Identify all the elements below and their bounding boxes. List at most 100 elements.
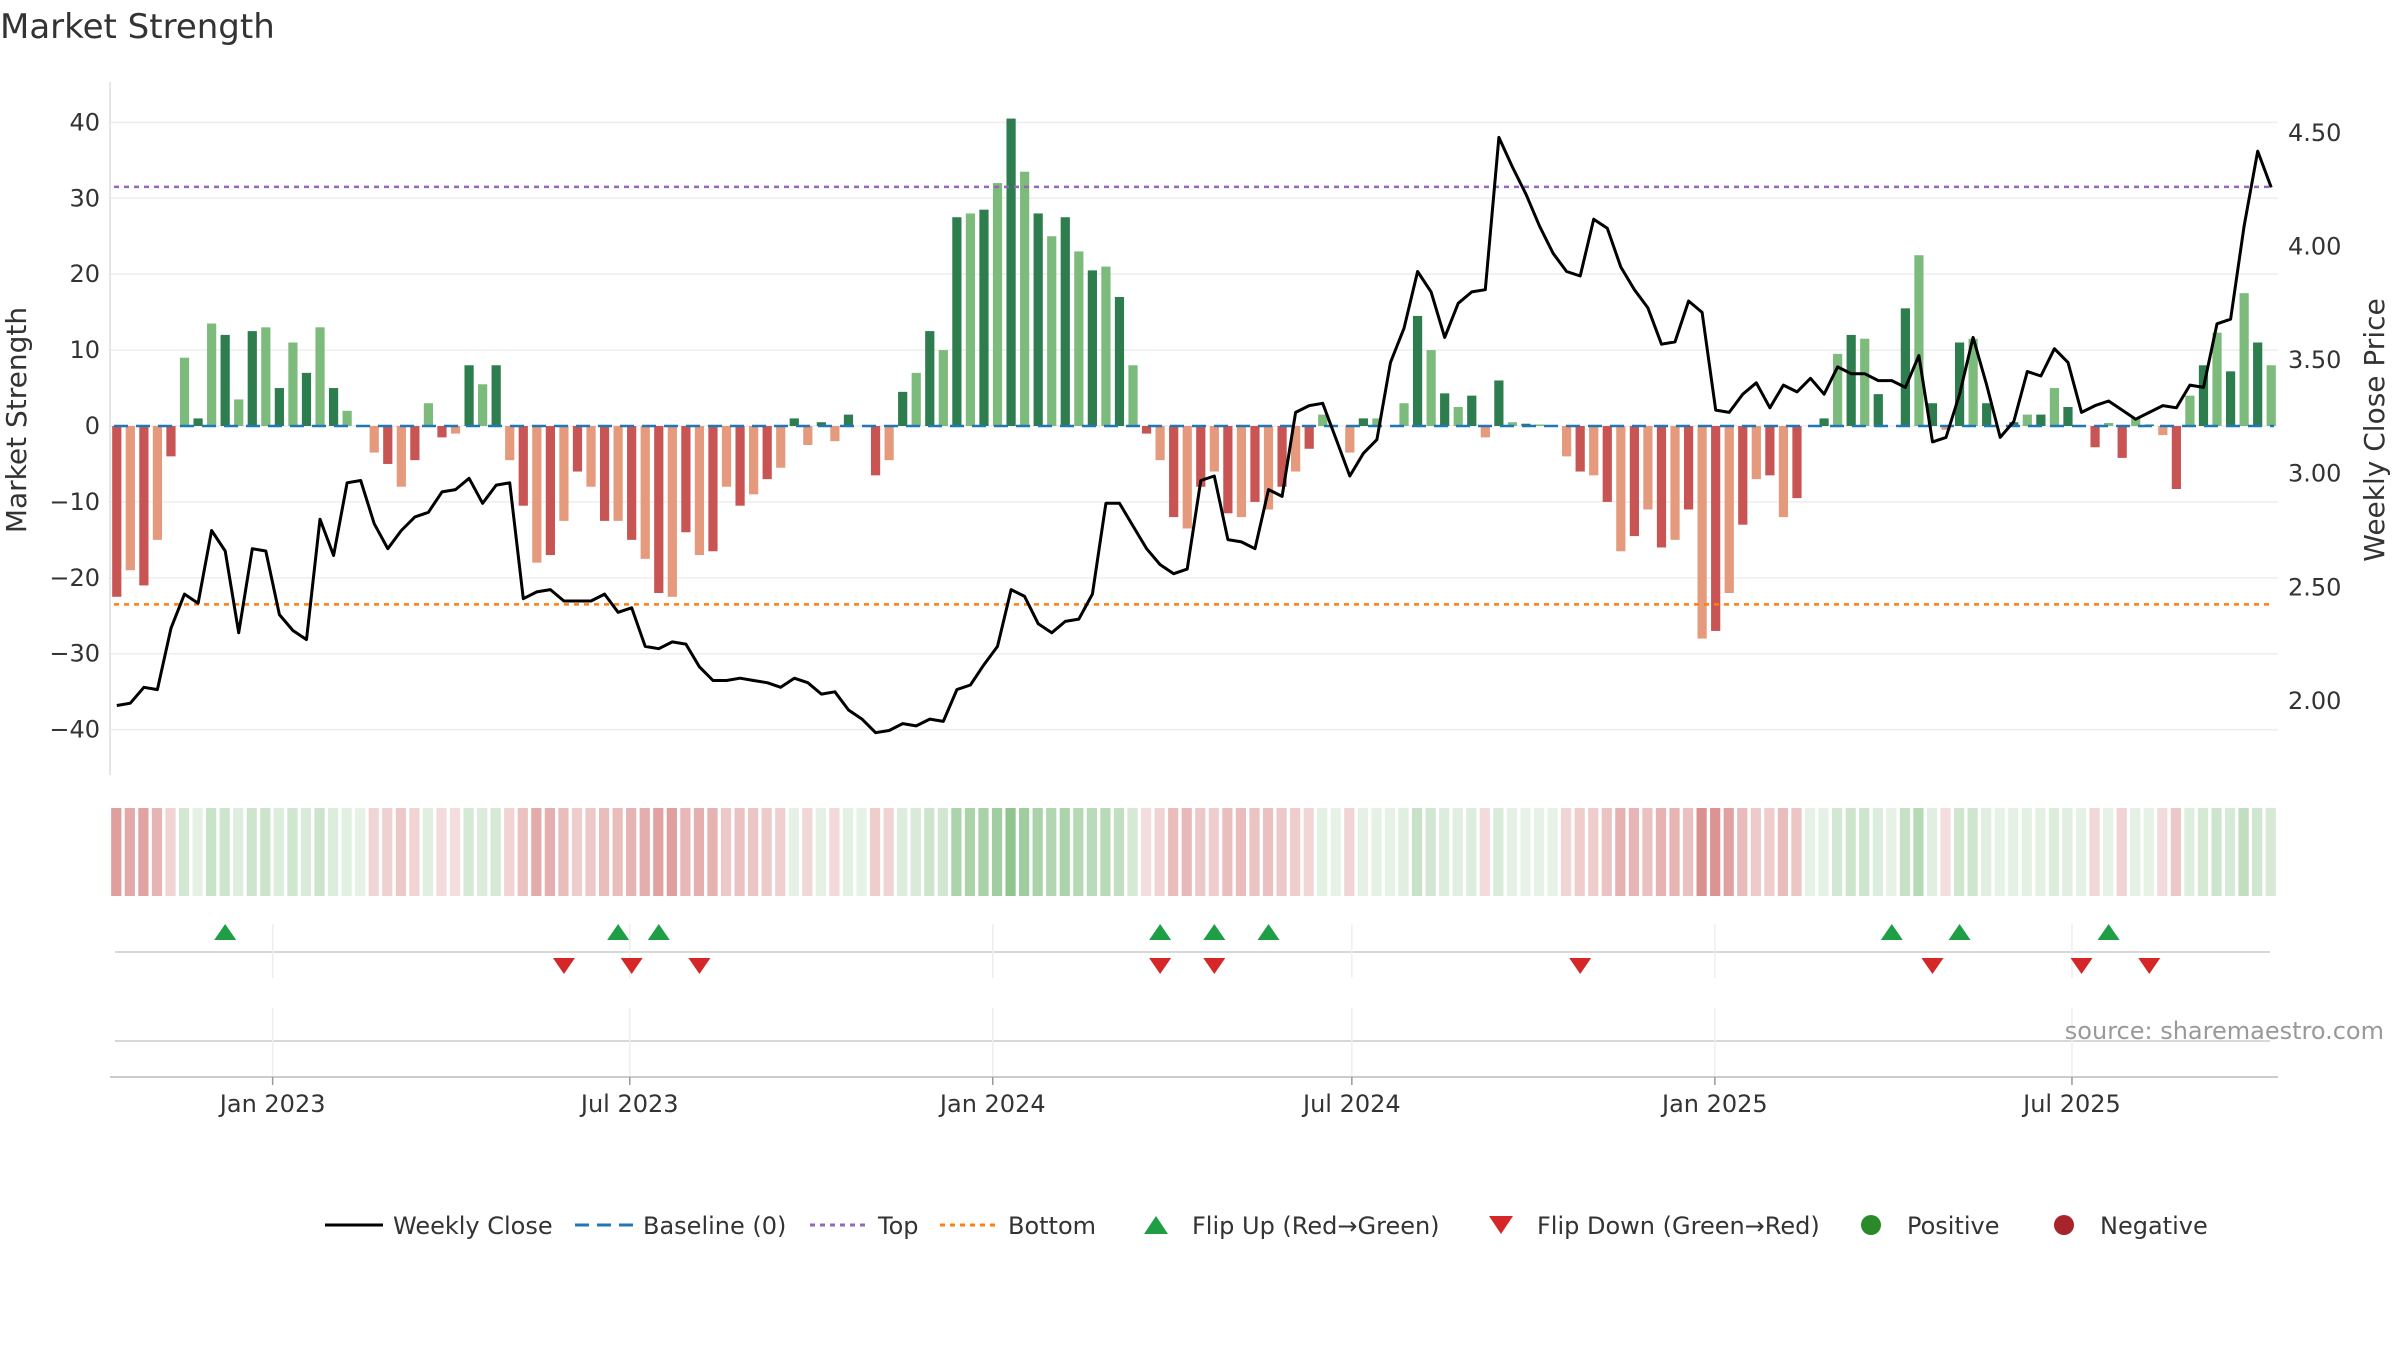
strength-bar <box>112 426 122 597</box>
strength-bar <box>694 426 705 556</box>
strength-bar <box>2185 395 2195 426</box>
heat-cell <box>124 808 135 896</box>
strength-bar <box>1629 426 1639 537</box>
strength-bar <box>1846 334 1856 426</box>
heat-cell <box>1913 808 1924 896</box>
heat-cell <box>666 808 677 896</box>
strength-bar <box>1169 426 1179 518</box>
strength-bar <box>1643 426 1653 510</box>
strength-bar <box>1263 426 1274 510</box>
strength-bar <box>545 426 555 556</box>
heat-cell <box>1222 808 1233 896</box>
flip-up-marker <box>607 924 630 940</box>
left-y-axis: −40 −30 −20 −10 0 10 20 30 40 <box>49 82 111 775</box>
chart-title: Market Strength <box>0 7 275 47</box>
legend-label: Top <box>877 1212 919 1240</box>
heat-cell <box>598 808 610 896</box>
strength-bar <box>1833 353 1843 426</box>
heat-cell <box>409 808 420 896</box>
heat-cell <box>1804 808 1816 896</box>
heat-cell <box>1073 808 1084 896</box>
strength-bar <box>1724 426 1734 593</box>
heat-cell <box>937 808 948 896</box>
heat-cell <box>2048 808 2060 896</box>
heat-cell <box>1764 808 1775 896</box>
heat-cell <box>829 808 840 896</box>
heat-cell <box>1940 808 1951 896</box>
strength-bar <box>816 422 826 426</box>
strength-bar <box>328 388 339 426</box>
heat-cell <box>1195 808 1206 896</box>
strength-bar <box>505 426 515 461</box>
heat-cell <box>1113 808 1125 896</box>
strength-bar <box>911 372 921 426</box>
strength-bar <box>152 426 163 540</box>
strength-bar <box>1589 426 1599 476</box>
strength-bar <box>1507 422 1518 426</box>
legend-swatch <box>1489 1216 1513 1234</box>
strength-bar <box>2090 426 2100 448</box>
heat-cell <box>1059 808 1070 896</box>
strength-bar <box>301 372 312 426</box>
heat-cell <box>287 808 298 896</box>
heat-cell <box>693 808 705 896</box>
heat-cell <box>626 808 637 896</box>
legend-label: Baseline (0) <box>643 1212 786 1240</box>
flip-up-marker <box>1203 924 1226 940</box>
heat-cell <box>2197 808 2209 896</box>
heat-cell <box>1696 808 1707 896</box>
left-tick-label: 30 <box>69 184 100 212</box>
weekly-close-path <box>116 135 2273 735</box>
heat-cell <box>1655 808 1667 896</box>
strength-bar <box>491 365 501 426</box>
strength-bar <box>681 426 691 533</box>
flip-down-marker <box>2070 958 2093 974</box>
heat-cell <box>1547 808 1558 896</box>
strength-bar <box>2239 293 2249 426</box>
strength-bar <box>1860 338 1870 426</box>
left-tick-label: −20 <box>49 564 100 592</box>
strength-bar <box>1670 426 1680 540</box>
strength-bar <box>1914 255 1924 426</box>
strength-bar <box>979 209 989 426</box>
heat-cell <box>233 808 244 896</box>
flip-up-marker <box>1948 924 1971 940</box>
strength-bar <box>1182 426 1192 529</box>
strength-bar <box>518 426 528 506</box>
heat-cell <box>1235 808 1247 896</box>
strength-bar <box>450 426 461 434</box>
heat-cell <box>1140 808 1152 896</box>
legend-label: Positive <box>1907 1212 2000 1240</box>
heat-cell <box>924 808 935 896</box>
heat-cell <box>1967 808 1978 896</box>
legend-label: Flip Down (Green→Red) <box>1537 1212 1820 1240</box>
strength-bar <box>179 357 190 426</box>
heat-cell <box>300 808 312 896</box>
heat-cell <box>1520 808 1531 896</box>
heat-cell <box>1032 808 1043 896</box>
strength-bar <box>559 426 569 521</box>
strength-bar <box>1819 418 1829 426</box>
strength-bar <box>1318 414 1328 426</box>
source-note: source: sharemaestro.com <box>2065 1017 2384 1045</box>
strength-bar <box>721 426 732 487</box>
right-y-axis: 2.00 2.50 3.00 3.50 4.00 4.50 <box>2288 119 2341 715</box>
heat-cell <box>544 808 555 896</box>
legend-swatch <box>1144 1216 1168 1234</box>
heat-cell <box>1574 808 1585 896</box>
strength-bar <box>1697 426 1707 639</box>
heat-cell <box>1317 808 1328 896</box>
strength-bar <box>315 327 325 426</box>
heat-cell <box>1344 808 1355 896</box>
strength-bar <box>1020 171 1030 426</box>
strength-bar <box>410 426 420 461</box>
heat-cell <box>314 808 325 896</box>
heat-cell <box>788 808 799 896</box>
right-axis-title: Weekly Close Price <box>2358 298 2391 561</box>
strength-bar <box>478 384 488 426</box>
heat-cell <box>856 808 867 896</box>
heat-cell <box>1710 808 1721 896</box>
strength-bar <box>2063 407 2073 426</box>
heat-cell <box>1100 808 1111 896</box>
strength-bar <box>898 391 908 426</box>
